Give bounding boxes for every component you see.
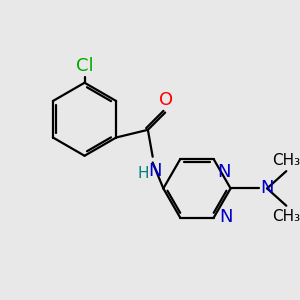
Text: Cl: Cl bbox=[76, 57, 93, 75]
Text: H: H bbox=[137, 166, 149, 181]
Text: N: N bbox=[148, 163, 161, 181]
Text: N: N bbox=[220, 208, 233, 226]
Text: CH₃: CH₃ bbox=[272, 153, 300, 168]
Text: CH₃: CH₃ bbox=[272, 208, 300, 224]
Text: N: N bbox=[218, 163, 231, 181]
Text: O: O bbox=[159, 91, 173, 109]
Text: N: N bbox=[260, 179, 274, 197]
